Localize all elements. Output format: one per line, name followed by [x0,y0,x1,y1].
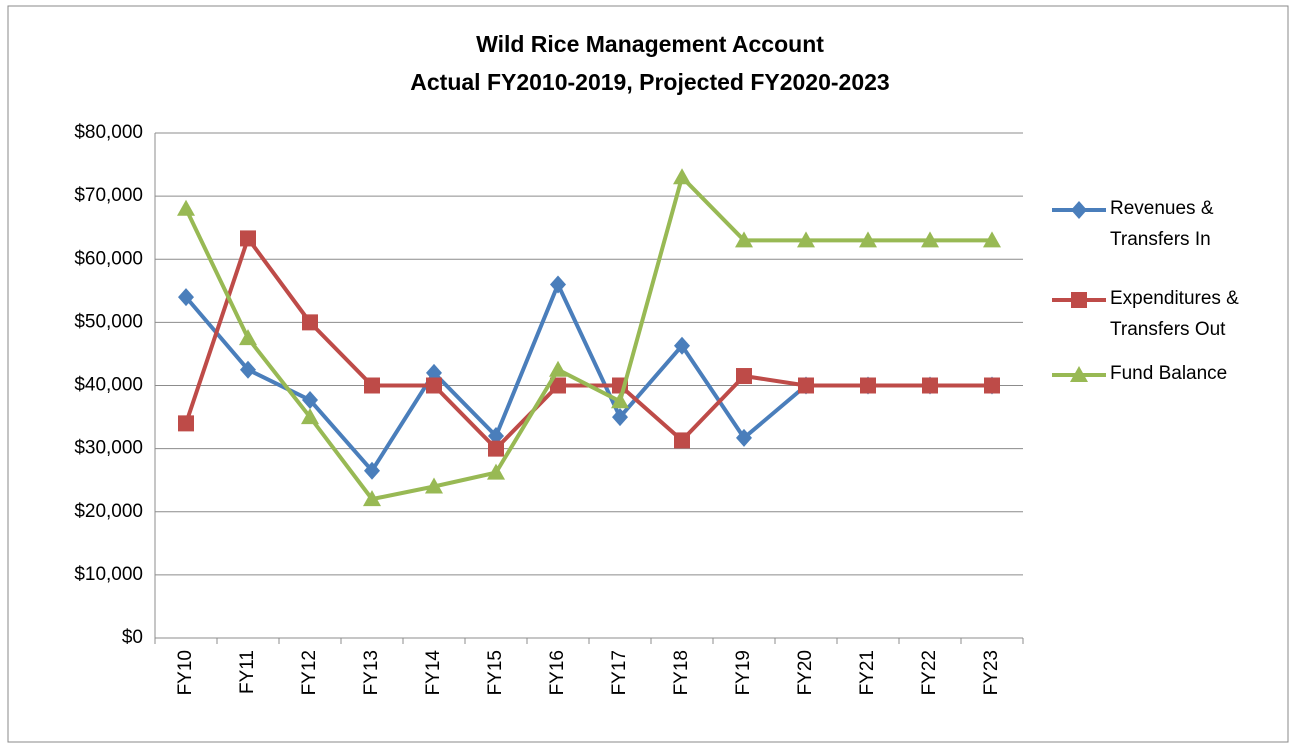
series-line [184,175,992,502]
x-tick-label: FY19 [733,650,754,695]
data-point [363,490,381,507]
legend-label: Fund Balance [1110,363,1228,384]
data-point [302,391,318,410]
data-point [922,377,938,394]
data-point [611,392,629,409]
data-point [488,440,504,457]
data-point [921,231,939,248]
data-point [736,428,752,447]
data-point [364,461,380,480]
data-point [984,377,1000,394]
data-point [674,432,690,449]
data-point [550,377,566,394]
data-point [487,463,505,480]
data-point [488,427,504,445]
x-tick-label: FY15 [485,650,506,695]
x-tick-label: FY20 [795,650,816,695]
x-tick-label: FY18 [671,650,692,695]
data-point [239,329,257,346]
data-point [860,377,876,394]
data-point [798,377,814,394]
data-point [859,231,877,248]
data-point [178,415,194,432]
x-tick-label: FY17 [609,650,630,695]
x-tick-label: FY14 [423,650,444,696]
y-tick-label: $70,000 [74,185,143,206]
y-tick-label: $80,000 [74,122,143,143]
data-point [301,408,319,425]
data-point [302,314,318,331]
x-tick-label: FY23 [981,650,1002,695]
chart-title: Wild Rice Management Account [476,31,824,57]
y-tick-label: $40,000 [74,375,143,396]
x-tick-label: FY10 [175,650,196,695]
x-tick-label: FY21 [857,650,878,695]
x-tick-label: FY11 [237,650,258,694]
y-tick-label: $0 [122,627,143,648]
data-point [735,231,753,248]
data-point [426,363,442,382]
y-tick-label: $20,000 [74,501,143,522]
data-point [797,231,815,248]
legend-marker [1071,292,1087,308]
data-point [736,368,752,385]
x-tick-label: FY16 [547,650,568,695]
data-point [983,231,1001,248]
x-tick-label: FY12 [299,650,320,695]
data-point [240,230,256,247]
y-tick-label: $60,000 [74,248,143,269]
data-point [612,408,628,427]
data-point [240,360,256,379]
data-point [674,336,690,355]
data-point [426,377,442,394]
data-point [673,168,691,185]
chart-subtitle: Actual FY2010-2019, Projected FY2020-202… [410,69,889,95]
y-tick-label: $10,000 [74,564,143,585]
data-point [425,477,443,494]
data-point [549,360,567,377]
y-tick-label: $50,000 [74,311,143,332]
legend-marker [1071,201,1087,219]
y-tick-label: $30,000 [74,438,143,459]
x-tick-label: FY13 [361,650,382,695]
data-point [178,288,194,307]
x-tick-label: FY22 [919,650,940,695]
data-point [177,199,195,216]
legend-label: Expenditures & Transfers Out [1110,288,1239,340]
legend-marker [1070,366,1088,382]
data-point [364,377,380,394]
legend-label: Revenues & Transfers In [1110,198,1214,250]
data-point [550,275,566,294]
